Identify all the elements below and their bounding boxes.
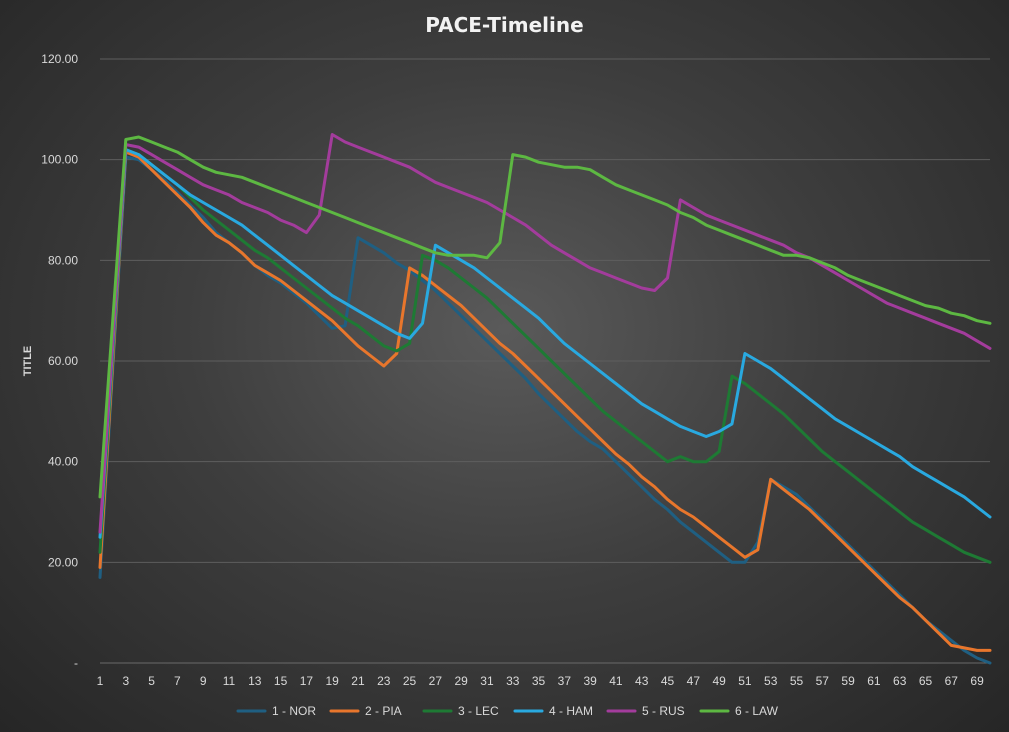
legend-label: 4 - HAM <box>549 704 593 718</box>
legend-label: 5 - RUS <box>642 704 685 718</box>
legend-label: 1 - NOR <box>272 704 316 718</box>
x-tick-label: 21 <box>351 674 365 688</box>
y-tick-label: 20.00 <box>48 555 78 569</box>
y-tick-label: - <box>74 656 78 670</box>
x-tick-label: 63 <box>893 674 907 688</box>
x-tick-label: 13 <box>248 674 262 688</box>
y-axis-label: TITLE <box>22 346 34 377</box>
x-tick-label: 55 <box>790 674 804 688</box>
x-tick-label: 17 <box>300 674 314 688</box>
x-tick-label: 9 <box>200 674 207 688</box>
x-tick-label: 11 <box>223 674 236 688</box>
y-axis-ticks: - 20.00 40.00 60.00 80.00 100.00 120.00 <box>41 52 78 670</box>
legend-label: 2 - PIA <box>365 704 402 718</box>
x-tick-label: 3 <box>122 674 129 688</box>
x-tick-label: 43 <box>635 674 649 688</box>
x-tick-label: 45 <box>661 674 675 688</box>
y-tick-label: 120.00 <box>41 52 78 66</box>
x-tick-label: 27 <box>429 674 443 688</box>
y-tick-label: 100.00 <box>41 153 78 167</box>
x-tick-label: 65 <box>919 674 933 688</box>
x-tick-label: 23 <box>377 674 391 688</box>
series-line <box>98 148 992 539</box>
x-tick-label: 37 <box>558 674 572 688</box>
x-tick-label: 59 <box>841 674 855 688</box>
x-tick-label: 5 <box>148 674 155 688</box>
legend-label: 3 - LEC <box>458 704 499 718</box>
x-tick-label: 47 <box>687 674 701 688</box>
x-tick-label: 61 <box>867 674 881 688</box>
legend: 1 - NOR 2 - PIA 3 - LEC 4 - HAM 5 - RUS 6 - L… <box>236 704 779 718</box>
x-tick-label: 7 <box>174 674 181 688</box>
y-tick-label: 40.00 <box>48 455 78 469</box>
series-lines <box>98 133 992 665</box>
series-line <box>98 133 992 534</box>
x-tick-label: 35 <box>532 674 546 688</box>
y-tick-label: 80.00 <box>48 253 78 267</box>
series-line <box>98 150 992 652</box>
x-tick-label: 33 <box>506 674 520 688</box>
x-axis-ticks: 1 3 5 7 9 11 13 15 17 19 21 23 25 27 29 31 33 35 37 39 41 43 4… <box>97 674 984 688</box>
x-tick-label: 31 <box>480 674 494 688</box>
x-tick-label: 51 <box>738 674 752 688</box>
x-tick-label: 49 <box>712 674 726 688</box>
gridlines <box>100 58 990 664</box>
x-tick-label: 69 <box>970 674 984 688</box>
y-tick-label: 60.00 <box>48 354 78 368</box>
x-tick-label: 15 <box>274 674 288 688</box>
x-tick-label: 19 <box>325 674 339 688</box>
x-tick-label: 39 <box>583 674 597 688</box>
x-tick-label: 25 <box>403 674 417 688</box>
x-tick-label: 41 <box>609 674 623 688</box>
x-tick-label: 57 <box>816 674 830 688</box>
x-tick-label: 53 <box>764 674 778 688</box>
legend-label: 6 - LAW <box>735 704 779 718</box>
x-tick-label: 29 <box>454 674 468 688</box>
series-line <box>98 148 992 564</box>
series-line <box>98 135 992 499</box>
x-tick-label: 1 <box>97 674 104 688</box>
chart-title: PACE-Timeline <box>425 13 583 37</box>
x-tick-label: 67 <box>945 674 959 688</box>
